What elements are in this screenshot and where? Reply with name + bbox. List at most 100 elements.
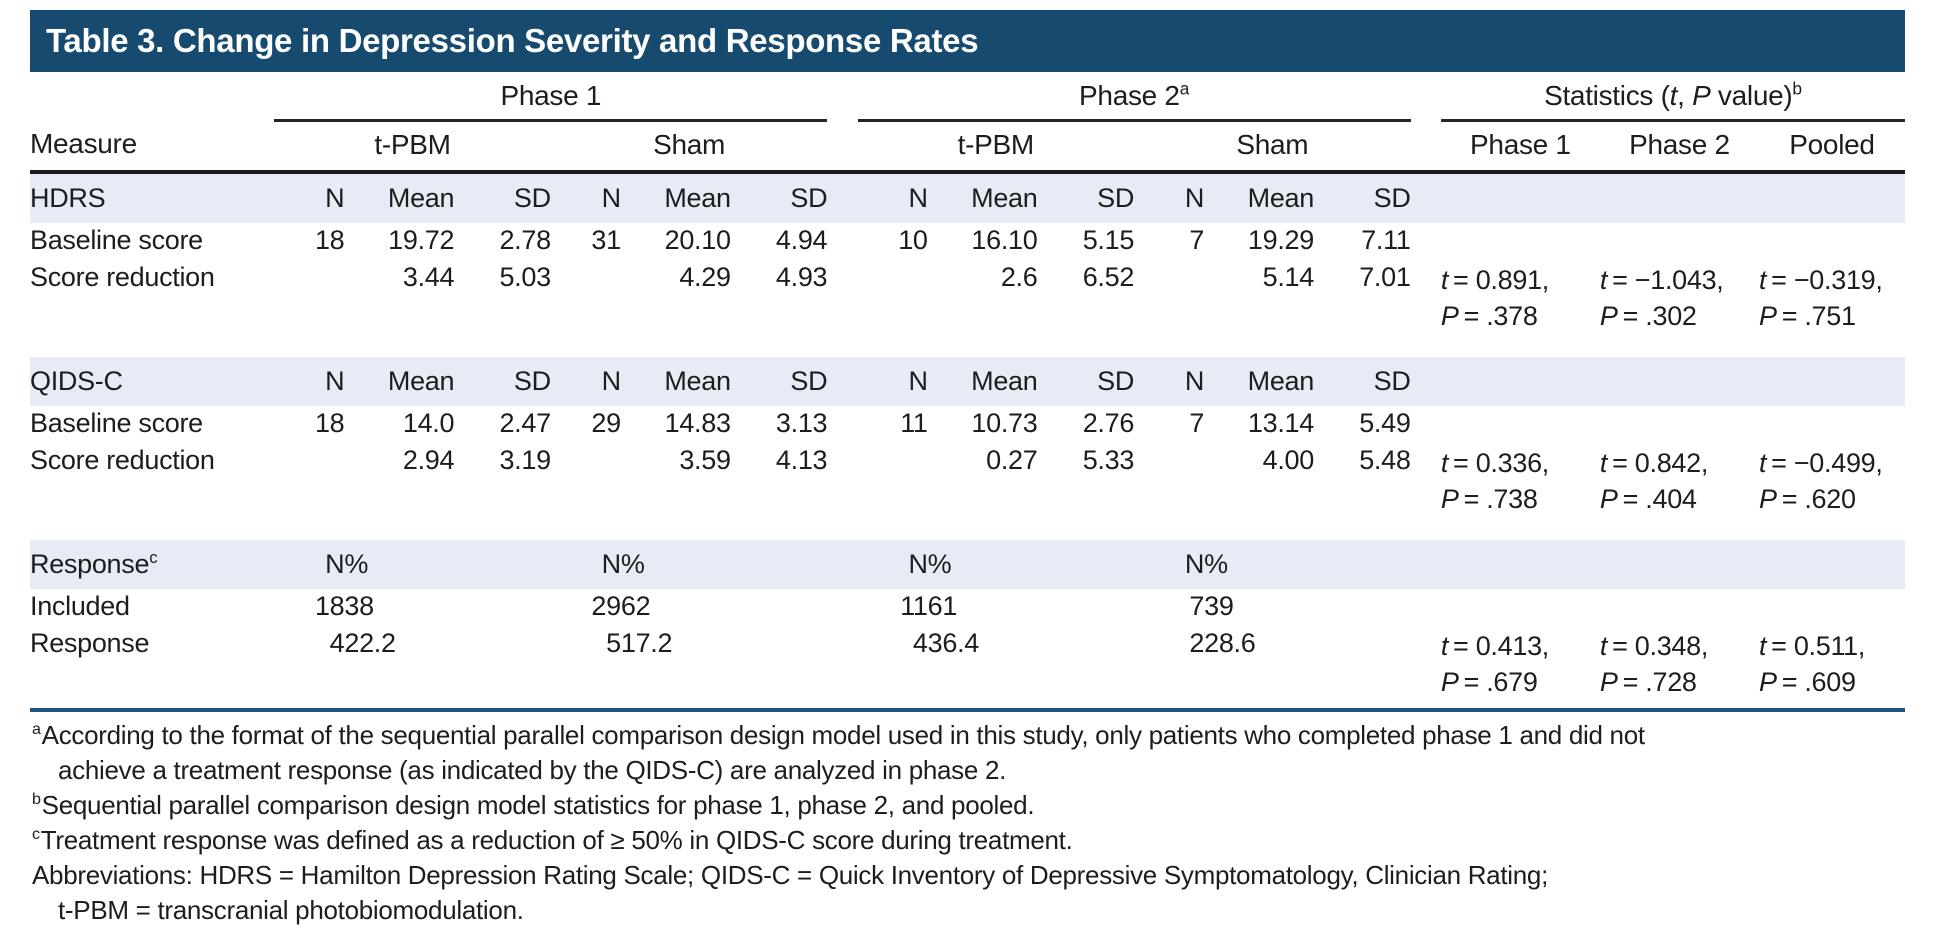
col-head: N bbox=[857, 357, 928, 406]
stats-title-pre: Statistics ( bbox=[1544, 80, 1670, 111]
empty-cell bbox=[30, 72, 274, 121]
num-cell: 2.94 bbox=[402, 445, 455, 475]
t-symbol: t bbox=[1440, 631, 1449, 661]
col-head: SD bbox=[454, 357, 551, 406]
stats-pooled-header: Pooled bbox=[1758, 120, 1905, 174]
empty-cell bbox=[1441, 589, 1600, 626]
empty-cell bbox=[1440, 540, 1600, 589]
num-cell: 14.83 bbox=[664, 408, 731, 438]
col-head: SD bbox=[1037, 172, 1134, 223]
t-symbol: t bbox=[1440, 448, 1449, 478]
p-value: P = .620 bbox=[1758, 484, 1856, 514]
p-value: P = .728 bbox=[1599, 667, 1697, 697]
stat-cell: t = 0.842, P = .404 bbox=[1600, 443, 1759, 525]
empty-cell bbox=[731, 589, 828, 626]
num-cell bbox=[551, 260, 621, 342]
empty-cell bbox=[1037, 589, 1134, 626]
num-cell: 7.11 bbox=[1361, 225, 1411, 255]
section-label: Responsec bbox=[30, 540, 275, 589]
num-cell bbox=[858, 443, 928, 525]
p-value: P = .609 bbox=[1758, 667, 1856, 697]
stat-cell: t = −1.043, P = .302 bbox=[1600, 260, 1759, 342]
t-symbol: t bbox=[1599, 265, 1608, 295]
num-cell bbox=[274, 443, 344, 525]
empty-cell bbox=[1758, 172, 1905, 223]
measure-header: Measure bbox=[30, 120, 275, 174]
stats-title-post: value) bbox=[1710, 80, 1793, 111]
footnote-marker-b: b bbox=[1792, 78, 1802, 99]
empty-cell bbox=[454, 626, 551, 708]
col-head: N bbox=[1134, 172, 1204, 223]
p-value: P = .738 bbox=[1440, 484, 1538, 514]
column-spacer bbox=[827, 223, 857, 260]
num-cell: 38 bbox=[344, 591, 374, 621]
data-table: Phase 1 Phase 2a Statistics (t, P value)… bbox=[30, 72, 1905, 708]
table-row-response-response: Response 4 22.2 5 17.2 4 36.4 2 28.6 t = … bbox=[30, 626, 1905, 708]
column-spacer bbox=[1410, 357, 1441, 406]
t-symbol: t bbox=[1599, 631, 1608, 661]
t-symbol: t bbox=[1758, 631, 1767, 661]
col-head: N bbox=[274, 540, 345, 589]
footnote-a-line1: aAccording to the format of the sequenti… bbox=[32, 720, 1645, 750]
column-spacer bbox=[1411, 626, 1441, 708]
table-row-qidsc-reduction: Score reduction 2.94 3.19 3.59 4.13 0.27… bbox=[30, 443, 1905, 525]
col-head: SD bbox=[1313, 357, 1411, 406]
col-head: % bbox=[1204, 540, 1314, 589]
num-cell: 29 bbox=[591, 591, 621, 621]
row-label: Score reduction bbox=[30, 262, 215, 292]
column-spacer bbox=[827, 72, 857, 121]
p-symbol: P bbox=[1599, 667, 1618, 697]
column-spacer bbox=[827, 626, 857, 708]
t-value: t = 0.842, bbox=[1599, 448, 1709, 478]
empty-cell bbox=[1600, 223, 1759, 260]
column-spacer bbox=[827, 540, 858, 589]
stats-phase2-header: Phase 2 bbox=[1599, 120, 1759, 174]
p-value: P = .378 bbox=[1440, 301, 1538, 331]
p-symbol: P bbox=[1440, 667, 1459, 697]
col-head: Mean bbox=[620, 357, 731, 406]
section-header-row-hdrs: HDRS N Mean SD N Mean SD N Mean SD N Mea… bbox=[30, 172, 1905, 223]
num-cell: 0.27 bbox=[986, 445, 1038, 475]
table-row-response-included: Included 18 38 29 62 11 61 7 39 bbox=[30, 589, 1905, 626]
t-value: t = −0.499, bbox=[1758, 448, 1883, 478]
empty-cell bbox=[1759, 589, 1905, 626]
empty-cell bbox=[454, 540, 551, 589]
table-title: Table 3. Change in Depression Severity a… bbox=[46, 22, 979, 59]
column-spacer bbox=[1411, 72, 1441, 121]
stat-cell: t = 0.348, P = .728 bbox=[1600, 626, 1759, 708]
section-label: QIDS-C bbox=[30, 357, 275, 406]
num-cell: 4.00 bbox=[1262, 445, 1315, 475]
footnote-b: bSequential parallel comparison design m… bbox=[32, 790, 1035, 820]
empty-cell bbox=[1313, 540, 1411, 589]
column-spacer bbox=[1411, 223, 1441, 260]
footnote-marker-a: a bbox=[1179, 78, 1190, 99]
stats-title-p: P bbox=[1692, 80, 1711, 111]
section-header-row-response: Responsec N % N % N % N % bbox=[30, 540, 1905, 589]
empty-cell bbox=[1599, 540, 1759, 589]
empty-cell bbox=[1758, 357, 1905, 406]
num-cell: 13.14 bbox=[1247, 408, 1314, 438]
phase2-sham-header: Sham bbox=[1134, 120, 1411, 174]
row-label: Baseline score bbox=[30, 225, 203, 255]
p-value: P = .751 bbox=[1758, 301, 1856, 331]
num-cell: 4.13 bbox=[775, 445, 828, 475]
table-bottom-rule bbox=[30, 708, 1905, 712]
num-cell bbox=[274, 260, 344, 342]
col-head: Mean bbox=[927, 357, 1038, 406]
num-cell: 16.10 bbox=[971, 225, 1038, 255]
table-row-qidsc-baseline: Baseline score 18 14.0 2.47 29 14.83 3.1… bbox=[30, 406, 1905, 443]
num-cell: 3.13 bbox=[775, 408, 828, 438]
section-gap bbox=[30, 342, 1905, 357]
num-cell: 11 bbox=[900, 408, 928, 438]
num-cell: 14.0 bbox=[402, 408, 455, 438]
num-cell: 5.48 bbox=[1359, 445, 1411, 475]
num-cell: 19.72 bbox=[388, 225, 455, 255]
num-cell: 3.19 bbox=[499, 445, 551, 475]
empty-cell bbox=[454, 589, 551, 626]
phase2-group-header: Phase 2a bbox=[857, 72, 1411, 122]
num-cell: 61 bbox=[927, 591, 958, 621]
section-label: HDRS bbox=[30, 172, 275, 223]
phase1-group-header: Phase 1 bbox=[274, 72, 828, 122]
column-spacer bbox=[827, 589, 857, 626]
t-symbol: t bbox=[1599, 448, 1608, 478]
